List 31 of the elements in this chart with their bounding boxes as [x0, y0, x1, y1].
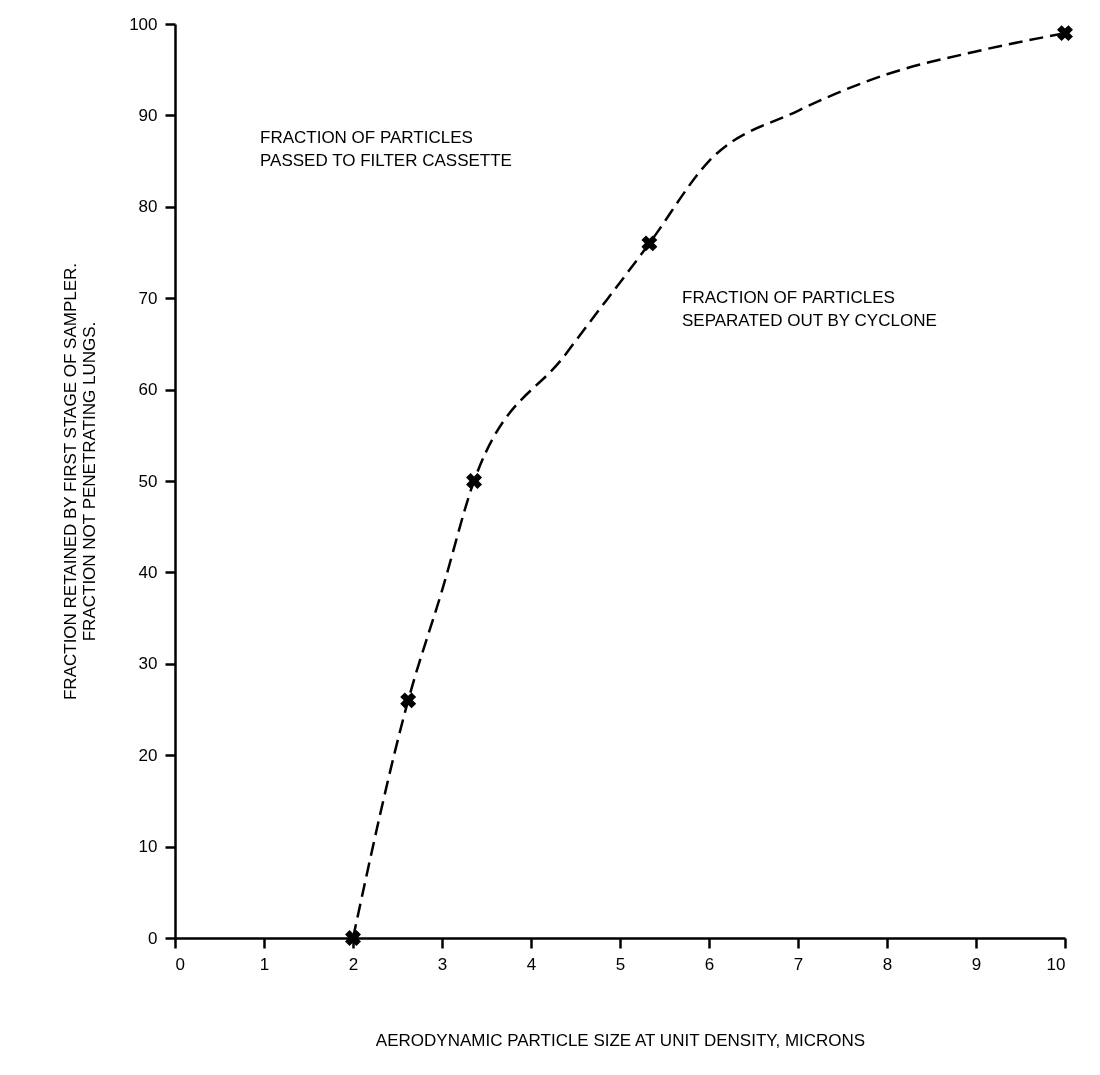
point	[1057, 25, 1073, 42]
y-tick-label: 10	[138, 837, 158, 857]
x-tick-label: 9	[971, 954, 982, 974]
x-tick-label: 7	[793, 954, 804, 974]
y-tick-label: 50	[138, 471, 158, 491]
y-tick-label: 60	[138, 380, 158, 400]
y-tick-label: 80	[138, 197, 158, 217]
x-tick-label: 0	[175, 954, 185, 974]
x-tick-label: 10	[1046, 954, 1066, 974]
y-axis-title: FRACTION RETAINED BY FIRST STAGE OF SAMPLER. FRACTION NOT PENETRATING LUNGS.	[61, 262, 100, 701]
x-tick-label: 6	[704, 954, 715, 974]
point	[345, 930, 361, 946]
point	[400, 692, 417, 709]
y-tick-label: 70	[138, 288, 158, 308]
annotation: FRACTION OF PARTICLES SEPARATED OUT BY CYCLONE	[682, 288, 937, 330]
x-tick-label: 4	[526, 954, 537, 974]
x-tick-label: 8	[882, 954, 893, 974]
x-tick-label: 5	[615, 954, 626, 974]
y-tick-label: 30	[138, 654, 158, 674]
x-tick-label: 3	[437, 954, 448, 974]
x-axis-title: AERODYNAMIC PARTICLE SIZE AT UNIT DENSITY, MICRONS	[375, 1030, 866, 1050]
x-tick-label: 2	[348, 954, 359, 974]
annotation: FRACTION OF PARTICLES PASSED TO FILTER CASSETTE	[260, 128, 512, 170]
y-tick-label: 90	[138, 105, 158, 125]
y-tick-label: 40	[138, 562, 158, 582]
x-tick-label: 1	[259, 954, 270, 974]
y-tick-label: 20	[138, 745, 158, 765]
point	[466, 473, 483, 489]
y-tick-label: 0	[148, 928, 158, 948]
point	[641, 235, 658, 252]
y-tick-label: 100	[129, 14, 158, 34]
